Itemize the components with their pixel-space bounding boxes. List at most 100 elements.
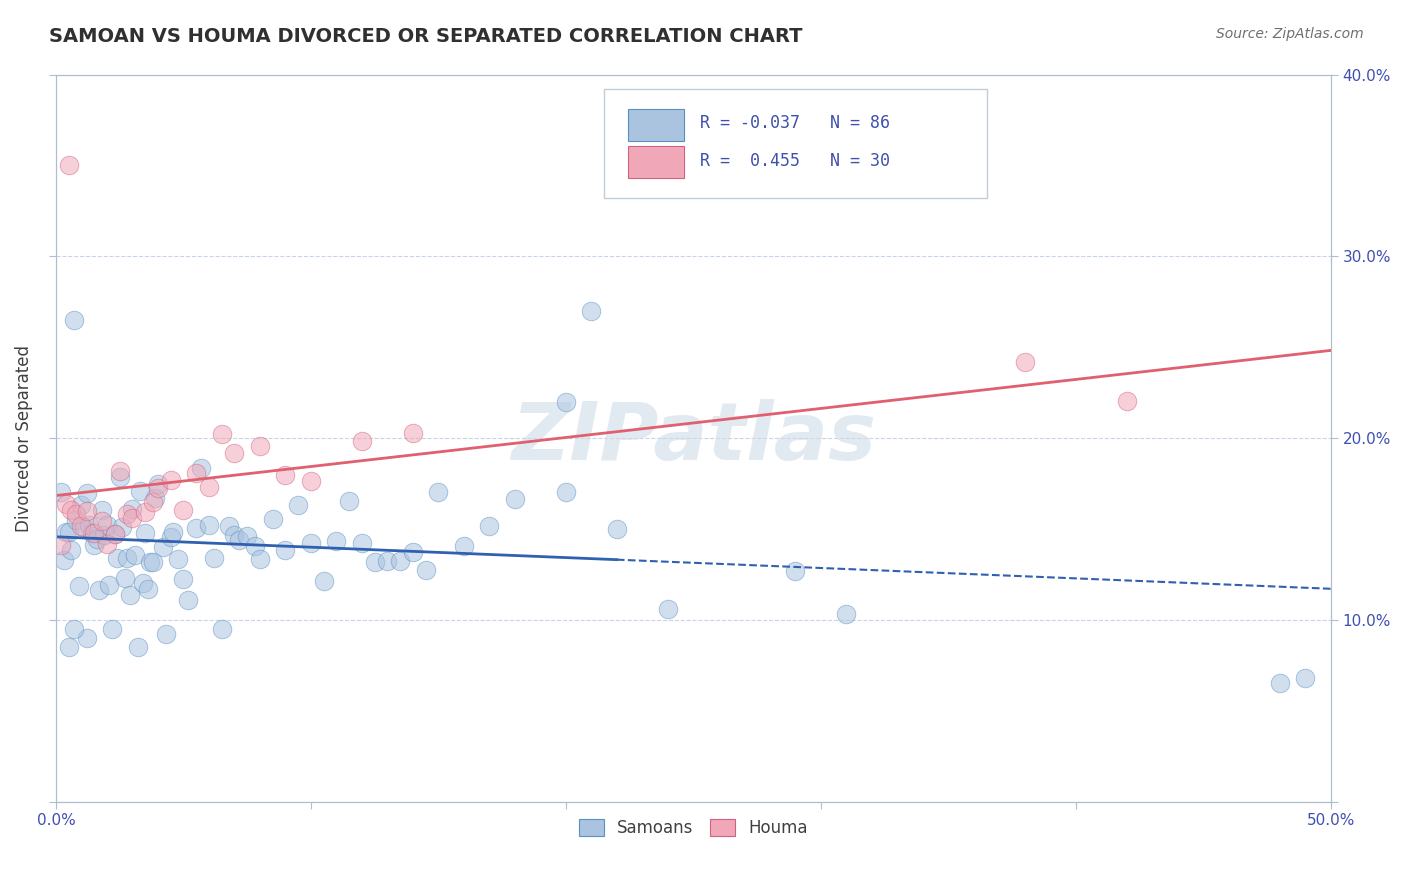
Samoans (202, 550, 225, 565)
Samoans (98, 578, 121, 592)
Samoans (177, 593, 200, 607)
Houma (224, 446, 246, 460)
Houma (198, 480, 221, 494)
Houma (70, 519, 93, 533)
Houma (76, 503, 98, 517)
Houma (65, 508, 87, 522)
Houma (58, 158, 80, 172)
Houma (103, 526, 125, 541)
Samoans (228, 533, 250, 548)
Samoans (103, 526, 125, 541)
Samoans (287, 499, 309, 513)
Houma (90, 515, 112, 529)
Samoans (363, 555, 385, 569)
Samoans (503, 491, 526, 506)
Text: ZIPatlas: ZIPatlas (510, 399, 876, 477)
Samoans (453, 539, 475, 553)
Houma (186, 466, 208, 480)
Houma (159, 474, 181, 488)
Samoans (76, 485, 98, 500)
Houma (1014, 355, 1036, 369)
Houma (274, 468, 297, 483)
Samoans (581, 303, 603, 318)
Samoans (124, 548, 146, 562)
Samoans (152, 540, 174, 554)
Houma (402, 426, 425, 441)
Samoans (62, 622, 84, 636)
Samoans (262, 512, 284, 526)
Samoans (93, 527, 115, 541)
Samoans (785, 564, 807, 578)
Samoans (190, 460, 212, 475)
Samoans (554, 395, 576, 409)
Samoans (1268, 676, 1291, 690)
Text: R =  0.455   N = 30: R = 0.455 N = 30 (700, 152, 890, 170)
Samoans (274, 542, 297, 557)
Houma (121, 511, 143, 525)
Samoans (86, 532, 108, 546)
Houma (117, 507, 139, 521)
Samoans (65, 513, 87, 527)
Houma (249, 439, 271, 453)
Samoans (77, 517, 100, 532)
Samoans (70, 498, 93, 512)
Samoans (58, 525, 80, 540)
Houma (83, 525, 105, 540)
Samoans (73, 520, 96, 534)
Samoans (142, 555, 165, 569)
Samoans (90, 503, 112, 517)
Samoans (236, 529, 259, 543)
Houma (134, 505, 156, 519)
Samoans (325, 533, 347, 548)
Samoans (606, 522, 628, 536)
Samoans (835, 607, 858, 621)
Legend: Samoans, Houma: Samoans, Houma (572, 813, 814, 844)
Samoans (76, 631, 98, 645)
Samoans (350, 536, 373, 550)
Samoans (52, 553, 75, 567)
Samoans (218, 519, 240, 533)
Samoans (55, 524, 77, 539)
Text: Source: ZipAtlas.com: Source: ZipAtlas.com (1216, 27, 1364, 41)
Samoans (249, 552, 271, 566)
Samoans (312, 574, 335, 588)
Samoans (62, 313, 84, 327)
Samoans (121, 502, 143, 516)
Samoans (172, 572, 194, 586)
Houma (172, 502, 194, 516)
Houma (142, 495, 165, 509)
Samoans (117, 551, 139, 566)
Samoans (337, 493, 360, 508)
Houma (211, 427, 233, 442)
Samoans (80, 526, 103, 541)
Houma (350, 434, 373, 448)
Samoans (83, 538, 105, 552)
Text: SAMOAN VS HOUMA DIVORCED OR SEPARATED CORRELATION CHART: SAMOAN VS HOUMA DIVORCED OR SEPARATED CO… (49, 27, 803, 45)
Samoans (478, 519, 501, 533)
Houma (146, 481, 169, 495)
FancyBboxPatch shape (605, 89, 987, 198)
Samoans (186, 520, 208, 534)
Samoans (162, 524, 184, 539)
Samoans (657, 602, 679, 616)
Samoans (415, 563, 437, 577)
Samoans (167, 551, 190, 566)
Samoans (67, 579, 90, 593)
Samoans (89, 583, 111, 598)
Samoans (402, 544, 425, 558)
Samoans (554, 484, 576, 499)
Samoans (146, 477, 169, 491)
Samoans (211, 622, 233, 636)
Samoans (299, 535, 322, 549)
Samoans (129, 483, 152, 498)
Samoans (427, 484, 450, 499)
FancyBboxPatch shape (628, 109, 685, 141)
Samoans (198, 518, 221, 533)
Samoans (60, 543, 83, 558)
Samoans (389, 554, 412, 568)
Samoans (118, 588, 141, 602)
Samoans (1294, 671, 1316, 685)
Samoans (155, 627, 177, 641)
Samoans (114, 570, 136, 584)
Samoans (243, 540, 266, 554)
